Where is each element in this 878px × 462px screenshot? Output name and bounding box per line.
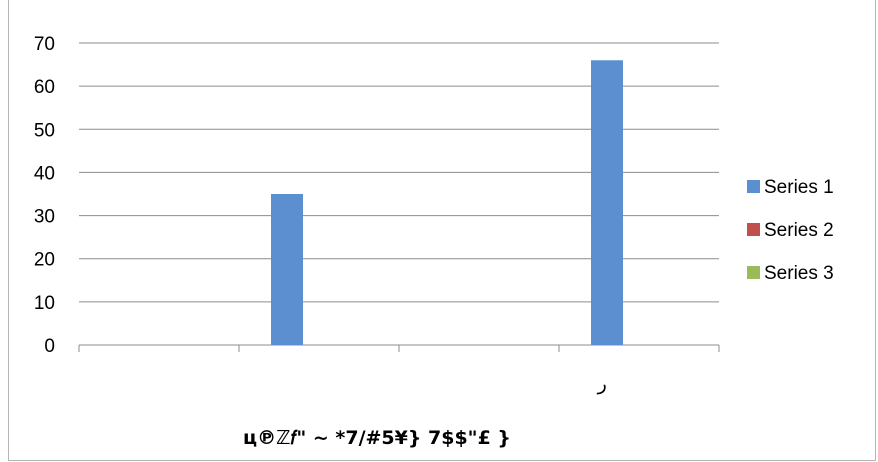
y-tick-label: 20 — [34, 250, 55, 271]
bar-series-1 — [591, 60, 623, 345]
legend-swatch — [747, 266, 760, 279]
y-tick-label: 30 — [34, 207, 55, 228]
legend-label: Series 3 — [764, 263, 834, 284]
y-tick-label: 0 — [44, 336, 55, 357]
legend-label: Series 1 — [764, 177, 834, 198]
bar-chart: 0 10 20 30 40 50 60 70 ر Series 1 Series 2 Series 3… — [34, 34, 834, 449]
chart-frame: 0 10 20 30 40 50 60 70 ر Series 1 Series 2 Series 3… — [8, 0, 876, 461]
y-tick-label: 60 — [34, 77, 55, 98]
x-category-label: ر — [597, 373, 607, 395]
y-tick-label: 50 — [34, 120, 55, 141]
x-axis-title: ц℗ℤ𝑓" ~ *7/#5¥} 7$$"£ } — [243, 427, 511, 449]
legend-label: Series 2 — [764, 220, 834, 241]
bar-series-1 — [271, 194, 303, 345]
legend-swatch — [747, 180, 760, 193]
y-tick-label: 40 — [34, 163, 55, 184]
y-tick-label: 70 — [34, 34, 55, 55]
legend-swatch — [747, 223, 760, 236]
y-tick-label: 10 — [34, 293, 55, 314]
